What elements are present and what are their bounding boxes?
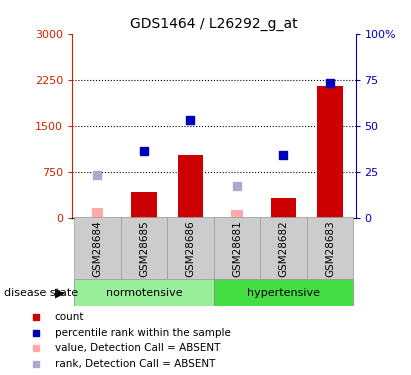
- Text: GSM28681: GSM28681: [232, 220, 242, 277]
- Text: GSM28684: GSM28684: [92, 220, 102, 277]
- Bar: [214, 279, 353, 306]
- Bar: [74, 217, 121, 279]
- Bar: [167, 217, 214, 279]
- Bar: [317, 86, 343, 218]
- Text: disease state: disease state: [4, 288, 78, 297]
- Text: GSM28685: GSM28685: [139, 220, 149, 277]
- Text: rank, Detection Call = ABSENT: rank, Detection Call = ABSENT: [55, 358, 215, 369]
- Text: ▶: ▶: [55, 286, 65, 299]
- Bar: [307, 217, 353, 279]
- Text: GSM28682: GSM28682: [279, 220, 289, 277]
- Title: GDS1464 / L26292_g_at: GDS1464 / L26292_g_at: [130, 17, 298, 32]
- Text: count: count: [55, 312, 84, 322]
- Bar: [74, 279, 214, 306]
- Bar: [131, 192, 157, 217]
- Bar: [92, 209, 103, 218]
- Bar: [121, 217, 167, 279]
- Bar: [271, 198, 296, 217]
- Bar: [231, 210, 243, 218]
- Text: percentile rank within the sample: percentile rank within the sample: [55, 328, 231, 338]
- Text: GSM28686: GSM28686: [185, 220, 196, 277]
- Text: normotensive: normotensive: [106, 288, 182, 297]
- Bar: [260, 217, 307, 279]
- Bar: [178, 155, 203, 218]
- Text: value, Detection Call = ABSENT: value, Detection Call = ABSENT: [55, 343, 220, 353]
- Bar: [214, 217, 260, 279]
- Text: hypertensive: hypertensive: [247, 288, 320, 297]
- Text: GSM28683: GSM28683: [325, 220, 335, 277]
